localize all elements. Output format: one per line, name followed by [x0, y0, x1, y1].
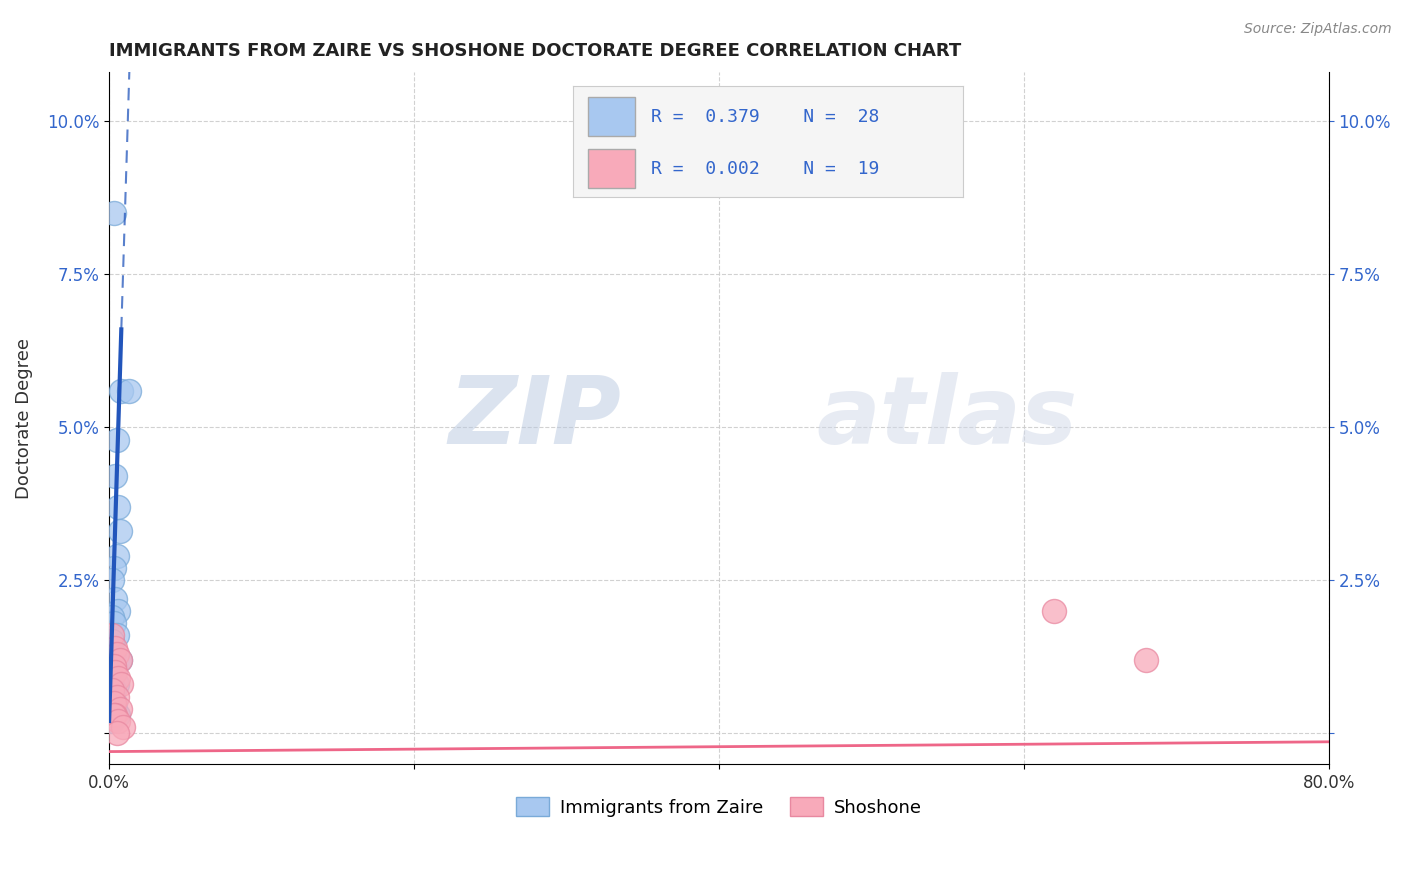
- Point: [103, 707, 125, 722]
- Point: [101, 671, 124, 685]
- Point: [103, 702, 125, 716]
- Text: IMMIGRANTS FROM ZAIRE VS SHOSHONE DOCTORATE DEGREE CORRELATION CHART: IMMIGRANTS FROM ZAIRE VS SHOSHONE DOCTOR…: [110, 42, 962, 60]
- Point: [103, 616, 125, 631]
- Point: [111, 720, 134, 734]
- Point: [103, 683, 125, 698]
- Point: [103, 659, 125, 673]
- Point: [101, 659, 124, 673]
- Point: [104, 469, 127, 483]
- Point: [107, 671, 129, 685]
- Point: [101, 714, 124, 728]
- Point: [105, 690, 128, 704]
- Point: [105, 549, 128, 563]
- Text: atlas: atlas: [817, 372, 1078, 464]
- Point: [103, 696, 125, 710]
- Point: [104, 591, 127, 606]
- Point: [104, 640, 127, 655]
- Point: [104, 707, 127, 722]
- Point: [103, 561, 125, 575]
- Point: [103, 665, 125, 679]
- Point: [104, 665, 127, 679]
- Point: [110, 384, 132, 398]
- Text: ZIP: ZIP: [449, 372, 621, 464]
- Point: [101, 610, 124, 624]
- Text: Source: ZipAtlas.com: Source: ZipAtlas.com: [1244, 22, 1392, 37]
- Point: [107, 604, 129, 618]
- Point: [108, 702, 131, 716]
- Point: [108, 653, 131, 667]
- Point: [103, 206, 125, 220]
- Point: [1043, 604, 1066, 618]
- Point: [101, 690, 124, 704]
- Point: [101, 574, 124, 588]
- Point: [103, 647, 125, 661]
- Y-axis label: Doctorate Degree: Doctorate Degree: [15, 338, 32, 499]
- Point: [104, 696, 127, 710]
- Point: [105, 433, 128, 447]
- Point: [105, 726, 128, 740]
- Point: [101, 634, 124, 648]
- Point: [1135, 653, 1157, 667]
- Point: [101, 683, 124, 698]
- Point: [105, 677, 128, 691]
- Point: [108, 524, 131, 539]
- Point: [107, 707, 129, 722]
- Point: [105, 628, 128, 642]
- Point: [118, 384, 141, 398]
- Point: [110, 677, 132, 691]
- Point: [108, 653, 131, 667]
- Point: [107, 500, 129, 514]
- Legend: Immigrants from Zaire, Shoshone: Immigrants from Zaire, Shoshone: [509, 790, 929, 824]
- Point: [105, 647, 128, 661]
- Point: [107, 714, 129, 728]
- Point: [101, 628, 124, 642]
